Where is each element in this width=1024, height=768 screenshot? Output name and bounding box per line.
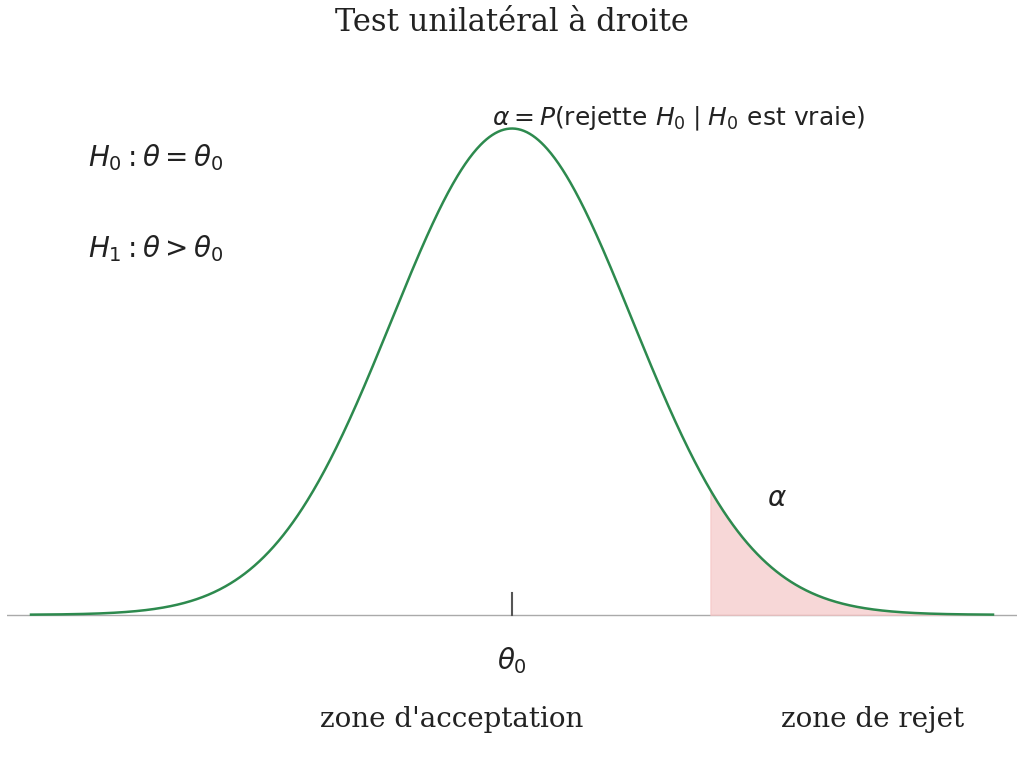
Text: $H_0 : \theta = \theta_0$: $H_0 : \theta = \theta_0$ bbox=[88, 143, 223, 174]
Text: zone de rejet: zone de rejet bbox=[781, 707, 965, 733]
Text: Test unilatéral à droite: Test unilatéral à droite bbox=[335, 7, 689, 38]
Text: $\theta_0$: $\theta_0$ bbox=[497, 645, 527, 676]
Text: $H_1 : \theta > \theta_0$: $H_1 : \theta > \theta_0$ bbox=[88, 233, 223, 264]
Text: zone d'acceptation: zone d'acceptation bbox=[321, 707, 584, 733]
Text: $\alpha$: $\alpha$ bbox=[767, 485, 786, 511]
Text: $\alpha = P(\mathrm{rejette}\ H_0 \mid H_0\ \mathrm{est\ vraie})$: $\alpha = P(\mathrm{rejette}\ H_0 \mid H… bbox=[492, 105, 865, 133]
